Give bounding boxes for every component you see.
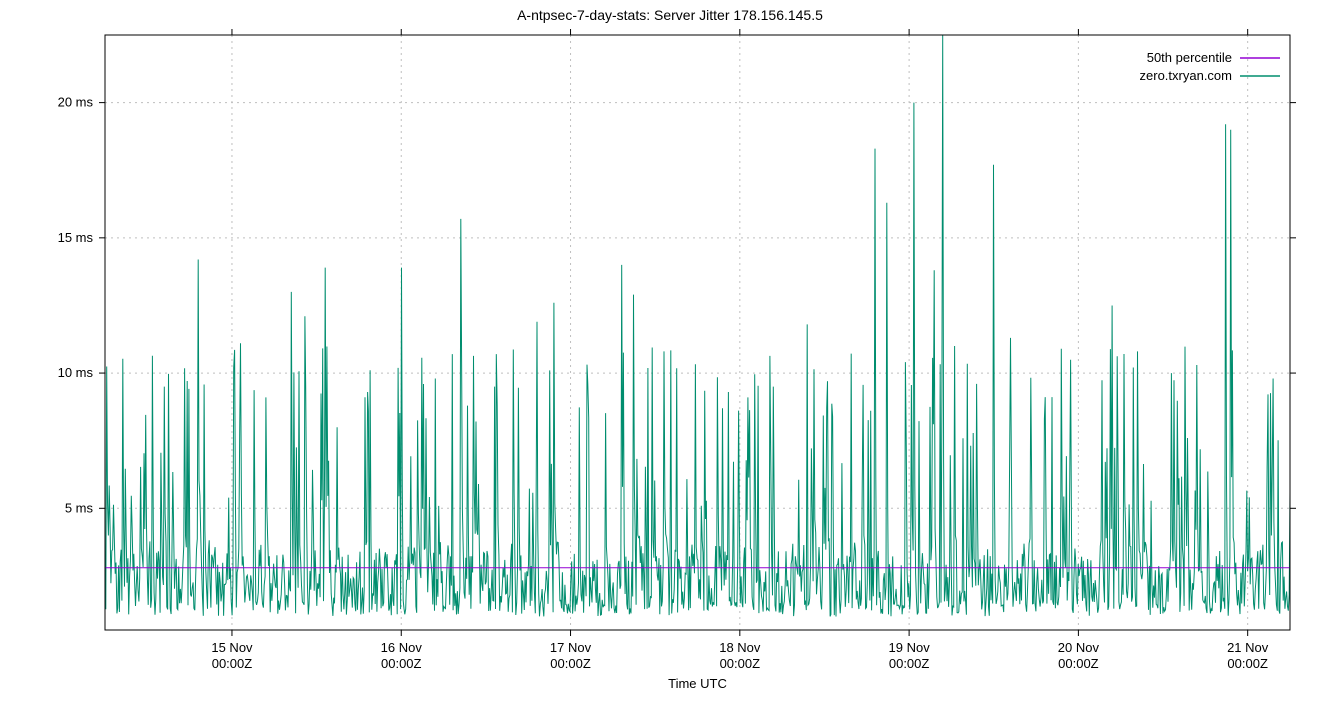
y-tick-label: 10 ms bbox=[58, 365, 94, 380]
x-tick-label-time: 00:00Z bbox=[1058, 656, 1099, 671]
y-tick-label: 5 ms bbox=[65, 500, 94, 515]
jitter-chart: A-ntpsec-7-day-stats: Server Jitter 178.… bbox=[0, 0, 1340, 720]
x-tick-label-time: 00:00Z bbox=[1227, 656, 1268, 671]
x-axis-label: Time UTC bbox=[668, 676, 727, 691]
x-tick-label-date: 20 Nov bbox=[1058, 640, 1100, 655]
chart-background bbox=[0, 0, 1340, 720]
x-tick-label-date: 21 Nov bbox=[1227, 640, 1269, 655]
y-tick-label: 15 ms bbox=[58, 230, 94, 245]
x-tick-label-time: 00:00Z bbox=[212, 656, 253, 671]
x-tick-label-time: 00:00Z bbox=[720, 656, 761, 671]
legend-label: 50th percentile bbox=[1147, 50, 1232, 65]
chart-title: A-ntpsec-7-day-stats: Server Jitter 178.… bbox=[517, 7, 823, 23]
x-tick-label-date: 19 Nov bbox=[889, 640, 931, 655]
chart-container: A-ntpsec-7-day-stats: Server Jitter 178.… bbox=[0, 0, 1340, 720]
x-tick-label-time: 00:00Z bbox=[889, 656, 930, 671]
legend-label: zero.txryan.com bbox=[1140, 68, 1232, 83]
x-tick-label-time: 00:00Z bbox=[550, 656, 591, 671]
x-tick-label-time: 00:00Z bbox=[381, 656, 422, 671]
y-tick-label: 20 ms bbox=[58, 95, 94, 110]
x-tick-label-date: 17 Nov bbox=[550, 640, 592, 655]
x-tick-label-date: 15 Nov bbox=[211, 640, 253, 655]
x-tick-label-date: 16 Nov bbox=[381, 640, 423, 655]
x-tick-label-date: 18 Nov bbox=[719, 640, 761, 655]
